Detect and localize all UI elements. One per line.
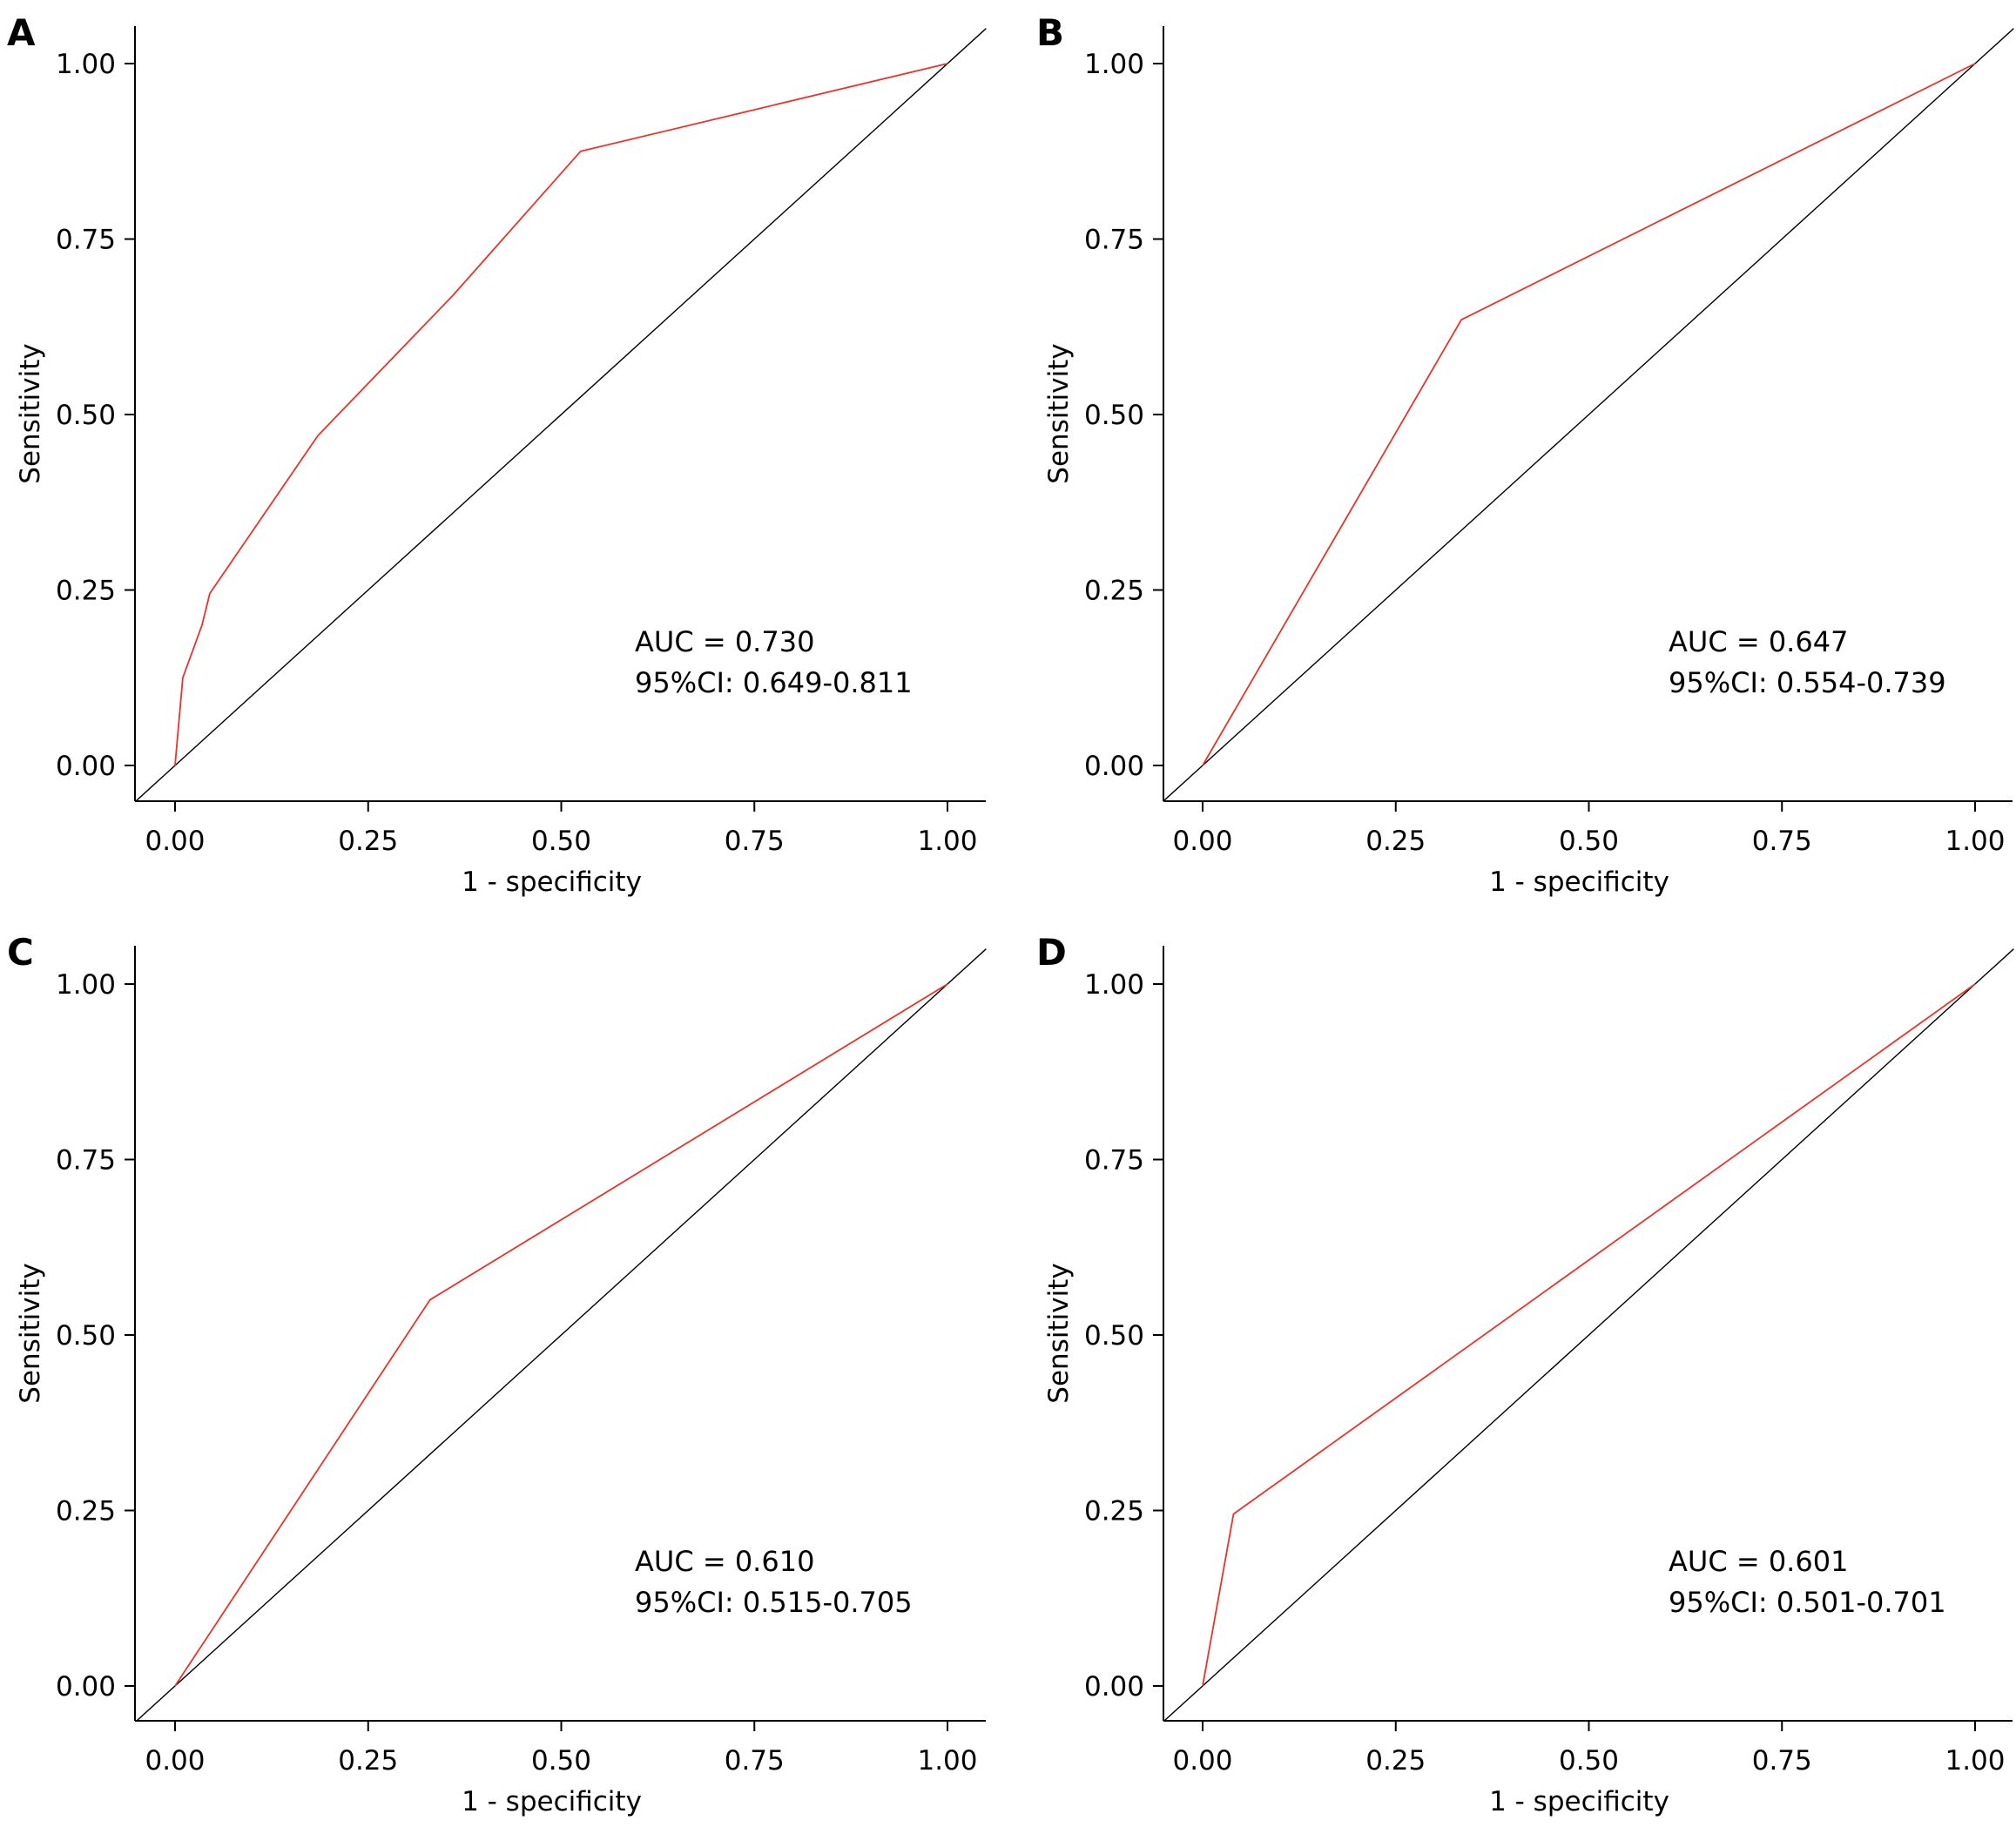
- panel-b: B 0.00 0.25 0.50 0.75 1.00 0.00 0.25 0.50 0.75 1.0…: [1036, 11, 2014, 898]
- panel-letter: A: [7, 11, 36, 54]
- x-tick-label: 0.25: [1365, 1745, 1426, 1777]
- x-tick-label: 0.50: [1559, 826, 1619, 857]
- auc-annotation: AUC = 0.610: [635, 1545, 814, 1578]
- x-tick-label: 0.75: [1752, 1745, 1812, 1777]
- x-tick-label: 0.00: [145, 826, 205, 857]
- reference-line: [1163, 948, 2014, 1721]
- y-axis-title: Sensitivity: [15, 1263, 46, 1403]
- x-tick-label: 0.75: [725, 826, 785, 857]
- x-tick-label: 0.50: [531, 826, 591, 857]
- auc-annotation: AUC = 0.730: [635, 625, 814, 658]
- y-tick-label: 0.75: [56, 1145, 116, 1177]
- y-tick-label: 1.00: [56, 49, 116, 80]
- panel-a: A 0.00 0.25 0.50 0.75 1.00 0.00 0.25 0.50 0.75 1.0…: [7, 11, 987, 898]
- ci-annotation: 95%CI: 0.554-0.739: [1669, 666, 1946, 699]
- y-axis-title: Sensitivity: [15, 343, 46, 483]
- x-tick-label: 1.00: [1945, 826, 2005, 857]
- y-tick-label: 0.50: [1084, 400, 1144, 431]
- auc-annotation: AUC = 0.647: [1669, 625, 1848, 658]
- x-tick-label: 0.50: [1559, 1745, 1619, 1777]
- y-tick-label: 0.75: [56, 225, 116, 256]
- roc-curve: [1202, 63, 1976, 766]
- roc-curve: [174, 983, 948, 1687]
- x-tick-label: 0.00: [1172, 826, 1232, 857]
- y-tick-label: 1.00: [56, 969, 116, 1001]
- x-tick-label: 0.25: [1365, 826, 1426, 857]
- y-tick-label: 0.50: [56, 400, 116, 431]
- roc-curve: [174, 63, 948, 766]
- y-tick-label: 0.75: [1084, 225, 1144, 256]
- x-tick-label: 0.25: [338, 1745, 398, 1777]
- x-tick-label: 0.75: [1752, 826, 1812, 857]
- y-tick-label: 0.50: [1084, 1320, 1144, 1352]
- ci-annotation: 95%CI: 0.515-0.705: [635, 1586, 913, 1619]
- y-tick-label: 0.00: [56, 751, 116, 782]
- y-axis-title: Sensitivity: [1043, 1263, 1075, 1403]
- x-axis-title: 1 - specificity: [462, 1786, 642, 1817]
- x-tick-label: 0.25: [338, 826, 398, 857]
- x-tick-label: 0.50: [531, 1745, 591, 1777]
- x-tick-label: 1.00: [917, 1745, 977, 1777]
- x-tick-label: 1.00: [1945, 1745, 2005, 1777]
- x-tick-label: 0.00: [1172, 1745, 1232, 1777]
- ci-annotation: 95%CI: 0.649-0.811: [635, 666, 913, 699]
- panel-c: C 0.00 0.25 0.50 0.75 1.00 0.00 0.25 0.50 0.75 1.0…: [7, 931, 987, 1817]
- y-tick-label: 0.50: [56, 1320, 116, 1352]
- x-tick-label: 0.00: [145, 1745, 205, 1777]
- x-axis-title: 1 - specificity: [462, 866, 642, 898]
- roc-curve: [1202, 983, 1976, 1687]
- panel-letter: C: [7, 931, 34, 974]
- y-tick-label: 0.25: [56, 576, 116, 607]
- x-axis-title: 1 - specificity: [1489, 866, 1669, 898]
- y-tick-label: 0.00: [1084, 1671, 1144, 1703]
- x-axis-title: 1 - specificity: [1489, 1786, 1669, 1817]
- y-tick-label: 0.00: [56, 1671, 116, 1703]
- y-tick-label: 1.00: [1084, 49, 1144, 80]
- y-tick-label: 0.00: [1084, 751, 1144, 782]
- y-tick-label: 0.25: [1084, 576, 1144, 607]
- x-tick-label: 1.00: [917, 826, 977, 857]
- panel-d: D 0.00 0.25 0.50 0.75 1.00 0.00 0.25 0.50 0.75 1.0…: [1036, 931, 2014, 1817]
- panel-letter: B: [1036, 11, 1064, 54]
- reference-line: [1163, 28, 2014, 801]
- x-tick-label: 0.75: [725, 1745, 785, 1777]
- y-axis-title: Sensitivity: [1043, 343, 1075, 483]
- y-tick-label: 1.00: [1084, 969, 1144, 1001]
- panel-letter: D: [1036, 931, 1067, 974]
- y-tick-label: 0.25: [56, 1496, 116, 1527]
- reference-line: [136, 28, 987, 801]
- y-tick-label: 0.25: [1084, 1496, 1144, 1527]
- ci-annotation: 95%CI: 0.501-0.701: [1669, 1586, 1946, 1619]
- reference-line: [136, 948, 987, 1721]
- y-tick-label: 0.75: [1084, 1145, 1144, 1177]
- auc-annotation: AUC = 0.601: [1669, 1545, 1848, 1578]
